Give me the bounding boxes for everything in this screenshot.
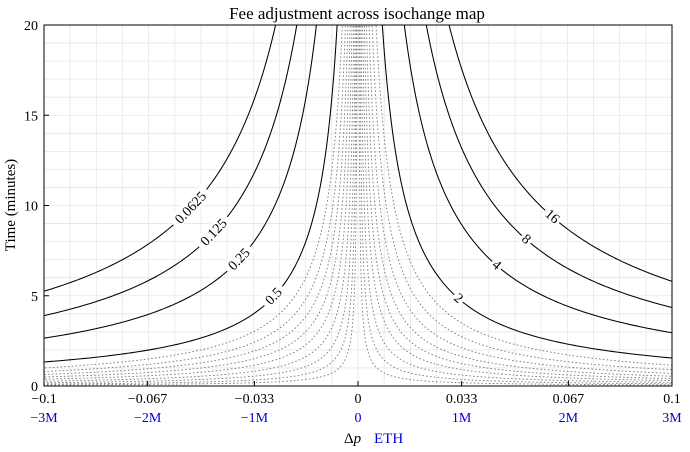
- curve-dotted-r6: [362, 25, 672, 382]
- curve-label-group: 2: [450, 287, 469, 307]
- y-tick-label: 15: [24, 109, 38, 124]
- x-tick-label: 0: [355, 392, 362, 407]
- curve-dotted-r3: [368, 25, 672, 374]
- x2-tick-label: 3M: [662, 411, 682, 426]
- x2-tick-label: 2M: [559, 411, 579, 426]
- x-tick-label: 0.1: [663, 392, 681, 407]
- curve-dotted-l6: [44, 25, 355, 382]
- x-tick-label: 0.033: [446, 392, 478, 407]
- curve-label-group: 8: [517, 228, 537, 248]
- isochange-curves: [44, 25, 672, 386]
- y-tick-label: 20: [24, 19, 38, 34]
- curve-label-bg: [541, 203, 566, 228]
- x2-tick-label: 0: [355, 411, 362, 426]
- x2-tick-label: −1M: [241, 411, 269, 426]
- curve-dotted-r1: [375, 25, 672, 366]
- curve-label-bg: [221, 241, 256, 276]
- curve-4: [403, 25, 672, 334]
- curve-dotted-r5: [363, 25, 672, 380]
- x-axis-label-var: p: [353, 431, 362, 447]
- curve-8: [425, 25, 672, 308]
- grid: [43, 24, 673, 387]
- curve-dotted-r7: [360, 25, 672, 383]
- x2-tick-label: 1M: [452, 411, 472, 426]
- curve-dotted-l3: [44, 25, 349, 375]
- x-axis-label-delta: Δ: [344, 431, 354, 447]
- curve-2: [381, 25, 672, 359]
- y-axis-label: Time (minutes): [3, 159, 19, 251]
- curve-label-bg: [450, 287, 469, 307]
- curve-dotted-l8: [44, 25, 357, 385]
- curve-dotted-l9: [44, 25, 358, 386]
- x-axis-secondary-label: ETH: [374, 431, 403, 447]
- x-tick-label: 0.067: [553, 392, 585, 407]
- x2-tick-label: −2M: [134, 411, 162, 426]
- y-tick-label: 5: [31, 290, 38, 305]
- y-tick-label: 10: [24, 200, 38, 215]
- x-tick-label: −0.067: [128, 392, 167, 407]
- curve-label-bg: [488, 254, 507, 274]
- curve-label-group: 4: [488, 254, 507, 274]
- curve-label-bg: [517, 228, 537, 248]
- curve-dotted-r9: [358, 25, 672, 386]
- curve-dotted-l4: [44, 25, 351, 378]
- x-axis-label: Δp: [344, 431, 362, 447]
- curve-dotted-l5: [44, 25, 353, 380]
- curve-dotted-l2: [44, 25, 346, 373]
- x-tick-label: −0.1: [31, 392, 56, 407]
- axis-ticks: −0.1 −3M −0.067 −2M −0.033 −1M 0 0 0.033 1M 0.067 2…: [24, 19, 682, 426]
- curve-label-group: 16: [541, 203, 566, 228]
- curve-dotted-l1: [44, 25, 343, 369]
- x2-tick-label: −3M: [30, 411, 58, 426]
- x-tick-label: −0.033: [235, 392, 274, 407]
- curve-label-bg: [193, 211, 233, 252]
- curve-label-bg: [167, 184, 212, 230]
- curve-dotted-r8: [359, 25, 672, 385]
- chart-title: Fee adjustment across isochange map: [229, 4, 485, 23]
- curve-16: [448, 25, 672, 282]
- curve-label-bg: [258, 280, 288, 311]
- y-tick-label: 0: [31, 380, 38, 395]
- curve-dotted-r2: [371, 25, 672, 371]
